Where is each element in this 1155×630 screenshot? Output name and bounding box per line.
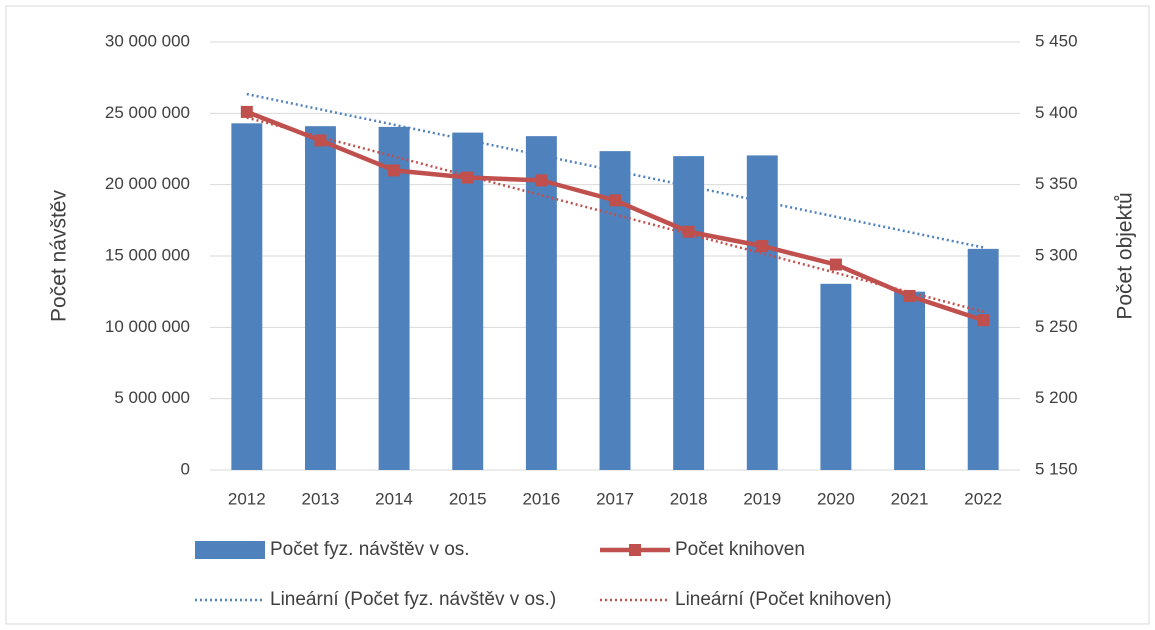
legend-label: Počet fyz. návštěv v os. <box>270 539 470 560</box>
legend-label: Lineární (Počet fyz. návštěv v os.) <box>270 589 556 610</box>
y2-axis-title: Počet objektů <box>1114 192 1137 319</box>
x-tick-label: 2017 <box>596 489 634 508</box>
y2-tick-label: 5 200 <box>1035 388 1078 407</box>
trend-line <box>246 116 984 313</box>
bar <box>820 283 852 470</box>
y-tick-label: 5 000 000 <box>114 388 190 407</box>
bar <box>525 136 557 470</box>
legend-swatch <box>195 541 265 559</box>
bar <box>673 156 705 470</box>
y-tick-label: 15 000 000 <box>105 245 190 264</box>
bar <box>378 126 410 471</box>
x-tick-label: 2022 <box>964 489 1002 508</box>
line-marker <box>682 225 695 238</box>
bar <box>967 248 999 470</box>
bar <box>231 123 263 470</box>
line-marker <box>903 289 916 302</box>
line-marker <box>609 194 621 207</box>
chart-frame <box>5 5 1150 625</box>
x-tick-label: 2018 <box>670 489 708 508</box>
bar <box>894 291 926 470</box>
x-tick-label: 2020 <box>817 489 855 508</box>
line-marker <box>829 258 842 271</box>
y-axis-title: Počet návštěv <box>48 190 71 322</box>
y2-tick-label: 5 450 <box>1035 31 1078 50</box>
x-tick-label: 2014 <box>375 489 413 508</box>
y2-tick-label: 5 150 <box>1035 459 1078 478</box>
legend-label: Počet knihoven <box>675 539 805 560</box>
bar <box>452 132 484 471</box>
line-marker <box>388 164 401 177</box>
y2-tick-label: 5 400 <box>1035 103 1078 122</box>
x-tick-label: 2021 <box>891 489 929 508</box>
y2-tick-label: 5 350 <box>1035 174 1078 193</box>
legend-label: Lineární (Počet knihoven) <box>675 589 892 610</box>
bar <box>304 126 336 470</box>
line-marker <box>314 134 327 147</box>
x-tick-label: 2016 <box>522 489 560 508</box>
y2-tick-label: 5 250 <box>1035 317 1078 336</box>
line-marker <box>756 240 769 253</box>
bar <box>746 155 778 471</box>
x-tick-label: 2012 <box>228 489 266 508</box>
y-tick-label: 25 000 000 <box>105 103 190 122</box>
y-tick-label: 30 000 000 <box>105 31 190 50</box>
y-tick-label: 0 <box>181 459 190 478</box>
y-tick-label: 20 000 000 <box>105 174 190 193</box>
y2-tick-label: 5 300 <box>1035 245 1078 264</box>
x-tick-label: 2013 <box>302 489 340 508</box>
trend-line <box>246 92 984 249</box>
line-marker <box>461 171 474 184</box>
y-tick-label: 10 000 000 <box>105 317 190 336</box>
line-marker <box>240 105 253 118</box>
x-tick-label: 2019 <box>743 489 781 508</box>
legend-marker <box>629 544 641 556</box>
line-marker <box>977 314 990 327</box>
line-marker <box>535 174 548 187</box>
x-tick-label: 2015 <box>449 489 487 508</box>
